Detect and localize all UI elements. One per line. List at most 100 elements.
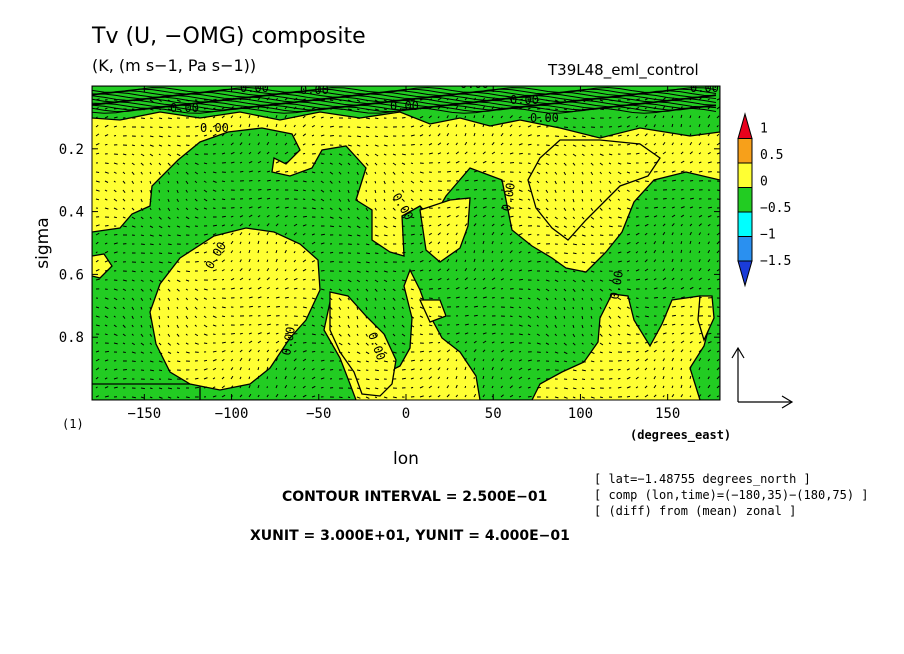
- vector-mark: [311, 115, 316, 119]
- vector-mark: [257, 105, 260, 110]
- vector-mark: [527, 233, 532, 236]
- vector-mark: [113, 171, 117, 174]
- vector-mark: [563, 306, 566, 311]
- vector-mark: [491, 259, 494, 263]
- vector-mark: [302, 315, 307, 318]
- vector-mark: [257, 114, 260, 119]
- vector-mark: [221, 394, 226, 398]
- vector-mark: [104, 225, 109, 227]
- vector-mark: [221, 259, 226, 263]
- vector-mark: [113, 198, 118, 202]
- vector-mark: [662, 350, 665, 353]
- vector-mark: [248, 106, 251, 110]
- vector-mark: [581, 225, 586, 229]
- vector-mark: [482, 306, 487, 308]
- vector-mark: [167, 216, 171, 220]
- vector-mark: [410, 324, 415, 328]
- vector-mark: [572, 207, 575, 211]
- vector-mark: [446, 161, 451, 164]
- vector-mark: [464, 151, 468, 155]
- vector-mark: [563, 360, 568, 363]
- vector-mark: [662, 223, 666, 227]
- vector-mark: [167, 180, 170, 184]
- vector-mark: [329, 342, 334, 345]
- vector-mark: [608, 153, 613, 156]
- vector-mark: [239, 116, 242, 119]
- vector-mark: [626, 115, 631, 119]
- vector-mark: [275, 393, 279, 398]
- vector-mark: [527, 162, 531, 165]
- vector-mark: [716, 385, 720, 389]
- vector-mark: [149, 369, 154, 372]
- vector-mark: [455, 97, 459, 101]
- vector-mark: [167, 189, 170, 193]
- vector-mark: [653, 224, 657, 227]
- vector-mark: [122, 342, 126, 345]
- vector-mark: [122, 189, 126, 194]
- vector-mark: [509, 315, 513, 318]
- vector-mark: [698, 332, 702, 335]
- vector-mark: [644, 162, 649, 164]
- vector-mark: [221, 189, 225, 191]
- vector-mark: [365, 288, 369, 292]
- vector-mark: [455, 197, 460, 200]
- vector-mark: [248, 206, 253, 209]
- vector-mark: [131, 225, 136, 228]
- vector-mark: [230, 333, 235, 335]
- vector-mark: [500, 341, 504, 344]
- vector-mark: [275, 241, 278, 245]
- vector-mark: [437, 315, 442, 317]
- vector-mark: [608, 207, 611, 210]
- vector-mark: [473, 142, 476, 146]
- vector-mark: [554, 396, 559, 399]
- vector-mark: [239, 207, 243, 209]
- vector-mark: [464, 268, 468, 272]
- vector-mark: [446, 341, 451, 344]
- vector-mark: [608, 342, 612, 345]
- vector-mark: [311, 134, 315, 137]
- vector-mark: [563, 297, 566, 302]
- vector-mark: [707, 133, 710, 137]
- vector-mark: [356, 144, 361, 147]
- vector-mark: [698, 161, 702, 164]
- vector-mark: [446, 206, 451, 209]
- vector-mark: [302, 133, 307, 137]
- vector-mark: [689, 350, 692, 353]
- vector-mark: [176, 288, 180, 292]
- vector-mark: [203, 143, 208, 146]
- vector-mark: [338, 153, 343, 156]
- vector-mark: [527, 288, 531, 291]
- vector-mark: [275, 296, 280, 299]
- vector-mark: [131, 360, 136, 362]
- vector-mark: [320, 342, 324, 344]
- vector-mark: [410, 270, 415, 272]
- vector-mark: [680, 232, 683, 236]
- vector-mark: [275, 106, 278, 110]
- vector-mark: [320, 297, 324, 300]
- vector-mark: [104, 395, 109, 398]
- vector-mark: [239, 259, 242, 263]
- vector-mark: [455, 384, 458, 389]
- vector-mark: [275, 268, 279, 272]
- vector-mark: [311, 333, 316, 336]
- vector-mark: [374, 378, 379, 381]
- vector-mark: [644, 358, 649, 362]
- vector-mark: [536, 260, 541, 263]
- vector-mark: [221, 385, 226, 389]
- vector-mark: [707, 394, 711, 398]
- vector-mark: [536, 135, 540, 137]
- vector-mark: [302, 268, 307, 272]
- contour-band-line-11: [92, 102, 717, 109]
- vector-mark: [644, 180, 649, 182]
- vector-mark: [221, 341, 226, 344]
- vector-mark: [689, 231, 692, 236]
- vector-mark: [140, 225, 144, 228]
- vector-mark: [428, 115, 432, 119]
- vector-mark: [329, 153, 333, 155]
- vector-mark: [329, 207, 333, 211]
- vector-mark: [626, 125, 630, 128]
- vector-mark: [455, 349, 459, 353]
- vector-mark: [185, 198, 188, 201]
- vector-mark: [293, 215, 297, 218]
- vector-mark: [257, 180, 261, 182]
